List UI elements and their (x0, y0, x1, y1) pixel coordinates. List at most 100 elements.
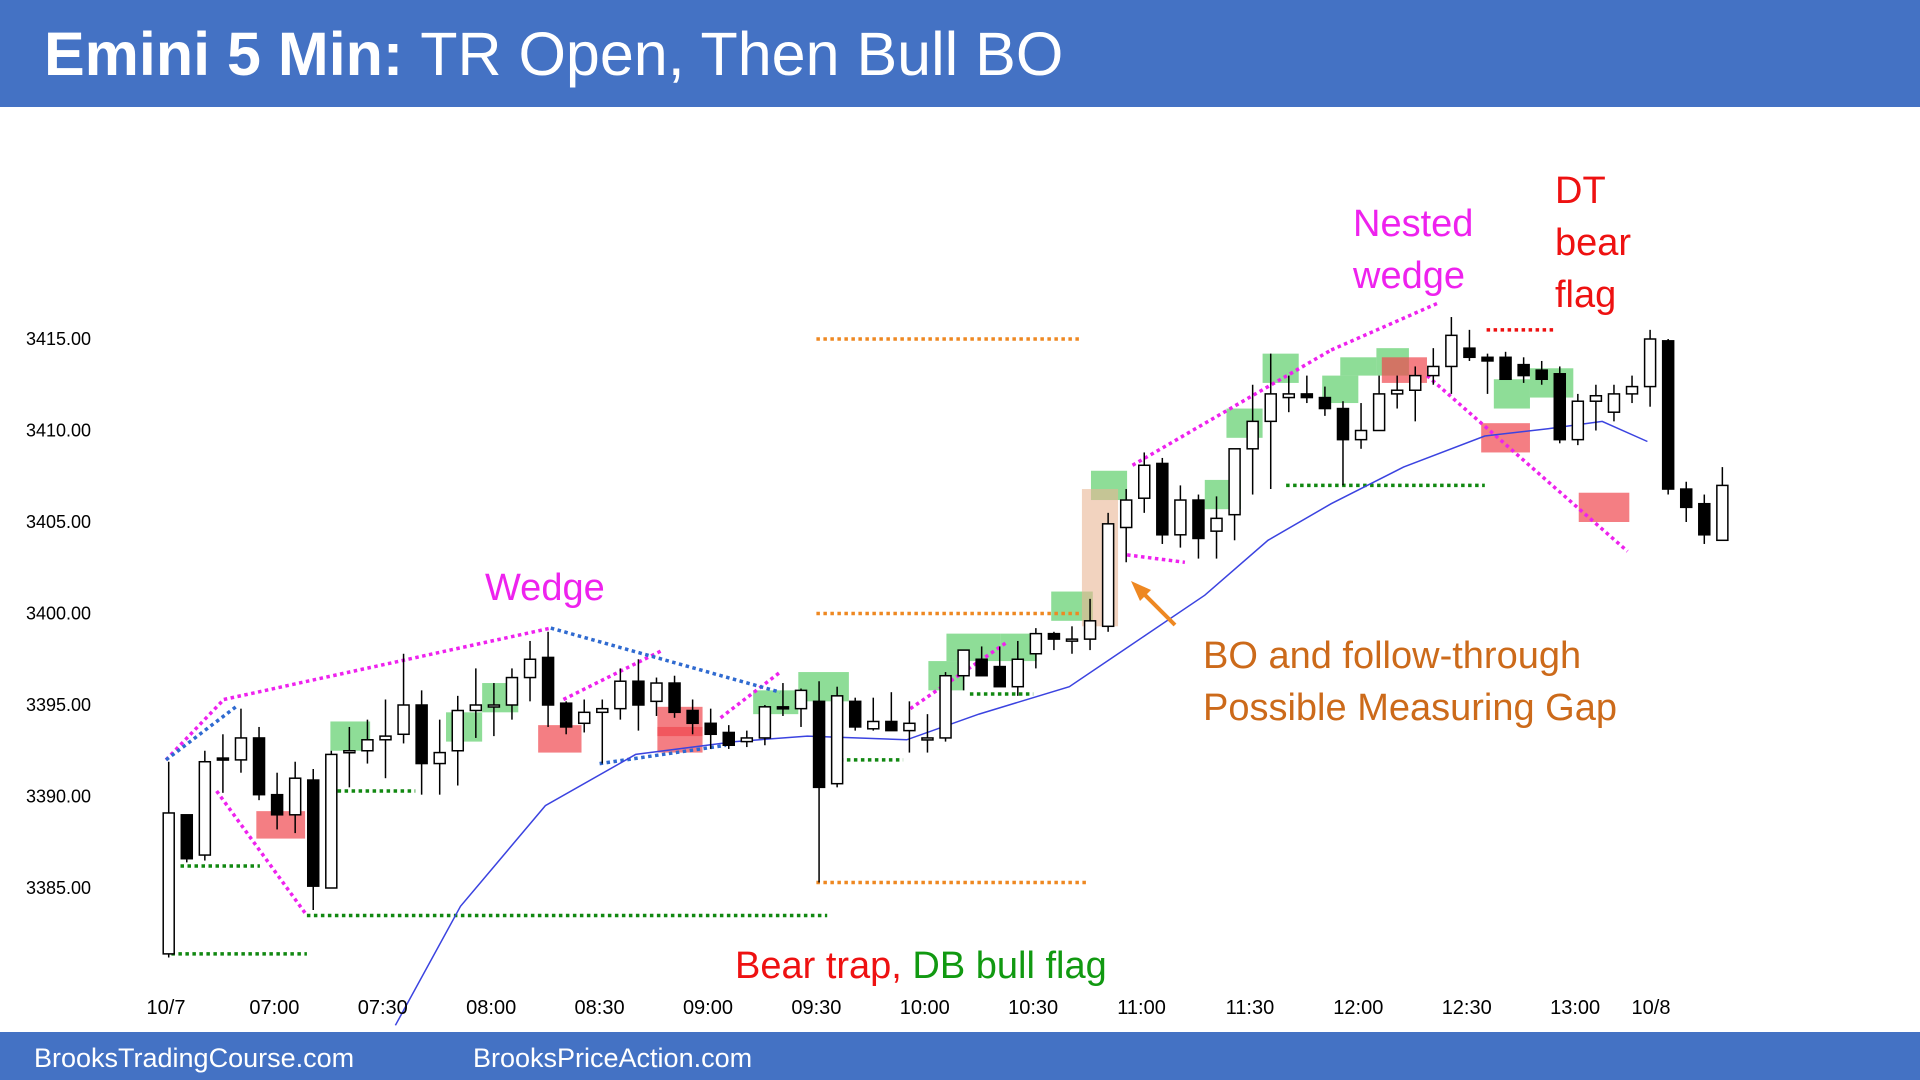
bull-candle-body (1228, 448, 1241, 516)
y-tick-label: 3395.00 (26, 695, 91, 715)
bull-candle-body (1354, 429, 1368, 441)
x-tick-label: 10:00 (900, 997, 950, 1019)
candle (288, 761, 302, 834)
bear-candle-body (812, 700, 826, 789)
bull-candle-body (1246, 420, 1259, 450)
bear-candle-body (1047, 632, 1061, 640)
candle (1445, 317, 1458, 394)
x-tick-label: 12:30 (1442, 997, 1492, 1019)
bull-zone (946, 633, 1001, 662)
x-tick-label: 11:30 (1226, 997, 1275, 1019)
bull-candle-body (1607, 393, 1621, 413)
bull-candle-body (1029, 632, 1043, 655)
bull-candle-body (1119, 499, 1133, 529)
y-tick-label: 3385.00 (26, 878, 91, 898)
bear-candle-body (722, 731, 735, 747)
bear-candle-body (1192, 499, 1205, 540)
bull-candle-body (1101, 523, 1115, 628)
candle (379, 699, 392, 779)
candle (433, 719, 446, 795)
candles (162, 317, 1729, 958)
candle (830, 686, 844, 788)
bull-candle-body (740, 737, 754, 743)
candle (1119, 489, 1133, 563)
arrow-icon (1131, 581, 1177, 627)
bear-candle-body (1156, 462, 1169, 536)
bull-candle-body (1138, 464, 1151, 499)
candle (1228, 448, 1241, 541)
candle (1336, 401, 1350, 486)
bull-candle-body (1372, 393, 1386, 432)
candle (812, 681, 826, 883)
bull-candle-body (830, 695, 844, 785)
bull-candle-body (433, 751, 446, 765)
wedge-dotted-line (562, 648, 664, 702)
candle (415, 690, 428, 795)
bull-candle-body (523, 658, 537, 679)
annotation-bo-line1: BO and follow-through (1203, 635, 1581, 677)
y-tick-label: 3405.00 (26, 512, 91, 532)
candle (632, 659, 645, 731)
candle (1553, 366, 1567, 444)
ema-line (394, 420, 1648, 1026)
bear-candle-body (1481, 356, 1494, 362)
candle (577, 699, 591, 733)
candle (1354, 403, 1368, 449)
candle (867, 697, 880, 731)
candle (505, 668, 519, 720)
candle (559, 701, 573, 735)
candle (1607, 384, 1621, 422)
candle (1661, 339, 1675, 495)
candle (1625, 375, 1639, 404)
candle (541, 631, 555, 727)
candle (1716, 467, 1729, 542)
bull-candle-body (1625, 385, 1639, 395)
bull-candle-body (1011, 658, 1025, 688)
candle (903, 701, 916, 753)
candle (180, 814, 194, 863)
annotation-dt-line1: DT (1555, 170, 1606, 212)
bull-candle-body (1174, 499, 1187, 536)
candle (848, 697, 862, 731)
bear-candle-body (270, 793, 284, 816)
bull-candle-body (1643, 338, 1657, 388)
bull-candle-body (1390, 389, 1404, 395)
bull-candle-body (505, 676, 519, 706)
bull-candle-body (451, 709, 465, 752)
bull-candle-body (577, 711, 591, 725)
candle (993, 646, 1006, 688)
bear-candle-body (686, 709, 699, 725)
bull-candle-body (614, 680, 627, 710)
candle (921, 714, 934, 753)
bull-zone (446, 712, 483, 742)
bull-candle-body (758, 706, 772, 739)
x-tick-label: 10/7 (147, 997, 186, 1019)
bull-candle-body (469, 704, 483, 712)
bull-candle-body (921, 737, 934, 741)
candle (596, 699, 609, 764)
candle (939, 672, 952, 742)
candle (1535, 360, 1548, 385)
candle (1138, 452, 1151, 513)
footer-site-left: BrooksTradingCourse.com (34, 1043, 355, 1073)
candle (270, 772, 284, 830)
bull-candle-body (379, 735, 392, 741)
bear-candle-body (252, 737, 266, 796)
bear-candle-body (776, 706, 790, 710)
candle (1047, 631, 1061, 651)
bull-candle-body (397, 704, 410, 736)
bear-candle-body (1463, 347, 1476, 359)
candle (343, 726, 356, 788)
bull-zone (1262, 353, 1299, 383)
candle (1282, 375, 1296, 413)
annotation-bo-line2: Possible Measuring Gap (1203, 687, 1617, 729)
bull-candle-body (1427, 365, 1440, 377)
candle (650, 677, 663, 716)
bull-candle-body (487, 704, 501, 708)
bear-candle-body (1553, 373, 1567, 441)
candle (162, 761, 175, 958)
candle (1300, 375, 1314, 404)
bull-candle-body (343, 750, 356, 754)
candle (1408, 366, 1422, 422)
bull-candle-body (596, 707, 609, 714)
